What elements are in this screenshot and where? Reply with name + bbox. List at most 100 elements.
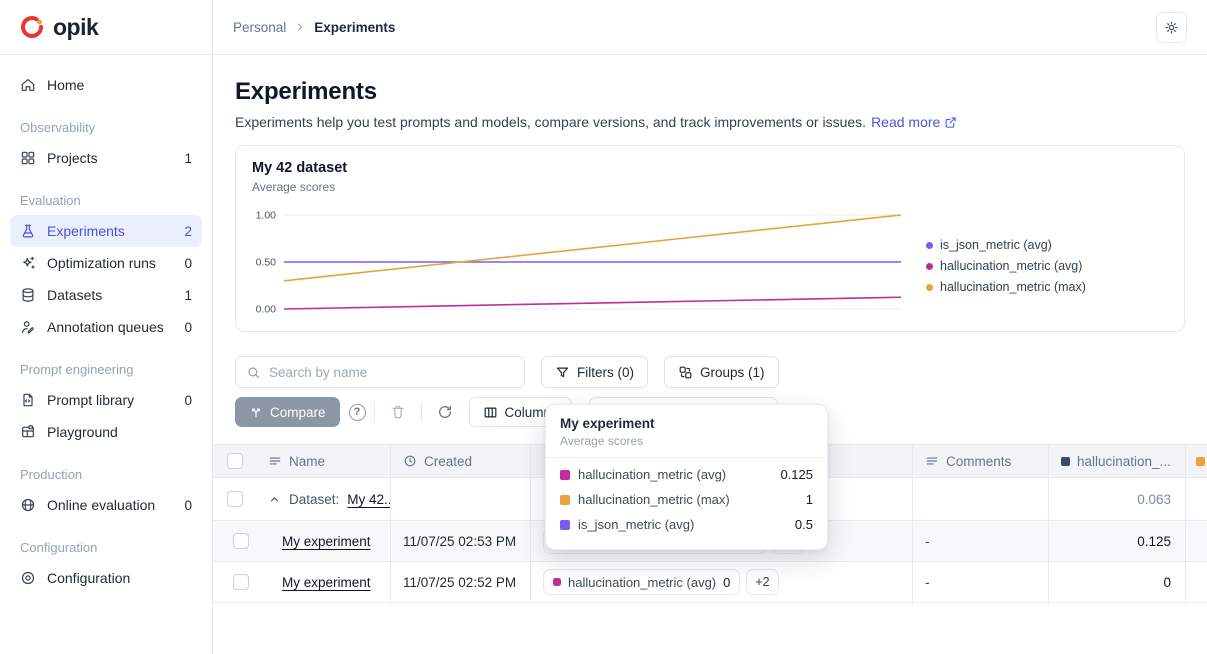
sidebar-item-label: Datasets bbox=[47, 287, 103, 303]
sidebar-item-playground[interactable]: Playground bbox=[10, 416, 202, 448]
panels-icon bbox=[20, 424, 36, 440]
row-checkbox[interactable] bbox=[233, 574, 249, 590]
search-input[interactable] bbox=[269, 364, 514, 380]
sidebar-section-production: Production bbox=[20, 467, 83, 482]
created-cell: 11/07/25 02:52 PM bbox=[390, 562, 530, 602]
metric-swatch bbox=[560, 519, 570, 530]
svg-text:0.00: 0.00 bbox=[256, 304, 277, 316]
column-header-label: Created bbox=[424, 453, 473, 469]
sidebar-item-experiments[interactable]: Experiments 2 bbox=[10, 215, 202, 247]
group-hallucination-value: 0.063 bbox=[1048, 478, 1185, 520]
legend-item: is_json_metric (avg) bbox=[926, 238, 1086, 252]
tooltip-metric-row: is_json_metric (avg) 0.5 bbox=[560, 512, 813, 537]
divider bbox=[546, 457, 827, 458]
read-more-link[interactable]: Read more bbox=[871, 114, 957, 130]
text-lines-icon bbox=[925, 454, 939, 468]
column-header-created[interactable]: Created bbox=[390, 445, 530, 477]
column-header-hallucination[interactable]: hallucination_... bbox=[1048, 445, 1185, 477]
divider bbox=[373, 403, 375, 421]
sidebar-section-evaluation: Evaluation bbox=[20, 193, 81, 208]
experiment-row[interactable]: My experiment 11/07/25 02:52 PM hallucin… bbox=[213, 562, 1207, 603]
sidebar-item-prompt-library[interactable]: Prompt library 0 bbox=[10, 384, 202, 416]
text-lines-icon bbox=[268, 454, 282, 468]
column-header-label: hallucination_... bbox=[1077, 453, 1171, 469]
sidebar-item-online-evaluation[interactable]: Online evaluation 0 bbox=[10, 489, 202, 521]
main-content: Experiments Experiments help you test pr… bbox=[213, 55, 1207, 654]
tooltip-metric-value: 0.5 bbox=[794, 517, 813, 532]
tooltip-metric-label: hallucination_metric (max) bbox=[578, 492, 730, 507]
legend-item: hallucination_metric (max) bbox=[926, 280, 1086, 294]
metric-swatch bbox=[560, 494, 570, 505]
more-metrics-pill[interactable]: +2 bbox=[746, 569, 779, 595]
column-header-comments[interactable]: Comments bbox=[912, 445, 1048, 477]
metric-pill[interactable]: hallucination_metric (avg) 0 bbox=[543, 569, 741, 595]
help-icon[interactable] bbox=[348, 403, 366, 421]
sidebar-item-home[interactable]: Home bbox=[10, 69, 202, 101]
sparkles-icon bbox=[20, 255, 36, 271]
sidebar-item-label: Projects bbox=[47, 150, 98, 166]
prompt-file-icon bbox=[20, 392, 36, 408]
sidebar-item-optimization-runs[interactable]: Optimization runs 0 bbox=[10, 247, 202, 279]
column-header-name[interactable]: Name bbox=[256, 445, 390, 477]
filters-button[interactable]: Filters (0) bbox=[541, 356, 648, 388]
dataset-chart-card: My 42 dataset Average scores 1.00 0.50 0.0… bbox=[235, 145, 1185, 332]
experiment-link[interactable]: My experiment bbox=[282, 574, 371, 590]
created-cell: 11/07/25 02:53 PM bbox=[390, 521, 530, 561]
sidebar-item-label: Annotation queues bbox=[47, 319, 164, 335]
experiment-scores-tooltip: My experiment Average scores hallucinati… bbox=[545, 404, 828, 550]
sidebar-item-count: 0 bbox=[184, 255, 192, 271]
chart-title: My 42 dataset bbox=[252, 160, 348, 176]
metric-dot bbox=[553, 578, 561, 586]
sun-icon bbox=[1164, 20, 1179, 35]
user-pen-icon bbox=[20, 319, 36, 335]
sidebar-item-label: Prompt library bbox=[47, 392, 135, 408]
search-icon bbox=[246, 365, 261, 380]
sidebar-item-annotation-queues[interactable]: Annotation queues 0 bbox=[10, 311, 202, 343]
sidebar-item-label: Playground bbox=[47, 424, 118, 440]
sidebar-item-projects[interactable]: Projects 1 bbox=[10, 142, 202, 174]
columns-icon bbox=[483, 405, 498, 420]
divider bbox=[420, 403, 422, 421]
delete-button[interactable] bbox=[383, 397, 413, 427]
hallucination-value: 0.125 bbox=[1048, 521, 1185, 561]
columns-label: Columns bbox=[504, 404, 558, 420]
groups-label: Groups (1) bbox=[700, 364, 765, 380]
funnel-icon bbox=[555, 365, 570, 380]
logo: opik bbox=[0, 0, 213, 55]
groups-button[interactable]: Groups (1) bbox=[664, 356, 779, 388]
experiment-link[interactable]: My experiment bbox=[282, 533, 371, 549]
refresh-button[interactable] bbox=[430, 397, 460, 427]
chevron-up-icon[interactable] bbox=[268, 493, 281, 506]
legend-dot bbox=[926, 241, 933, 249]
dataset-link[interactable]: My 42... bbox=[347, 491, 390, 507]
trash-icon bbox=[390, 404, 406, 420]
sidebar-item-count: 0 bbox=[184, 319, 192, 335]
chart-legend: is_json_metric (avg) hallucination_metri… bbox=[912, 198, 1086, 323]
select-all-checkbox[interactable] bbox=[226, 453, 243, 469]
legend-item: hallucination_metric (avg) bbox=[926, 259, 1086, 273]
tooltip-metric-label: hallucination_metric (avg) bbox=[578, 467, 727, 482]
compare-label: Compare bbox=[270, 404, 326, 420]
metric-swatch bbox=[1061, 456, 1070, 466]
external-link-icon bbox=[944, 116, 957, 129]
tooltip-title: My experiment bbox=[560, 416, 655, 431]
row-checkbox[interactable] bbox=[233, 533, 249, 549]
breadcrumb-parent[interactable]: Personal bbox=[233, 19, 287, 35]
row-checkbox[interactable] bbox=[226, 491, 243, 507]
column-header-cut[interactable] bbox=[1185, 445, 1207, 477]
sidebar-section-configuration: Configuration bbox=[20, 540, 98, 555]
chart-subtitle: Average scores bbox=[252, 180, 336, 194]
sidebar-item-count: 1 bbox=[184, 150, 192, 166]
column-header-feedback-scores[interactable] bbox=[530, 445, 912, 477]
sidebar-item-datasets[interactable]: Datasets 1 bbox=[10, 279, 202, 311]
hallucination-value: 0 bbox=[1048, 562, 1185, 602]
sidebar-item-label: Configuration bbox=[47, 570, 131, 586]
theme-toggle-button[interactable] bbox=[1156, 11, 1187, 43]
sidebar-item-configuration[interactable]: Configuration bbox=[10, 562, 202, 594]
database-icon bbox=[20, 287, 36, 303]
sidebar-item-count: 0 bbox=[184, 392, 192, 408]
page-description: Experiments help you test prompts and mo… bbox=[235, 114, 867, 130]
compare-button[interactable]: Compare bbox=[235, 397, 340, 427]
legend-label: hallucination_metric (avg) bbox=[940, 259, 1083, 273]
